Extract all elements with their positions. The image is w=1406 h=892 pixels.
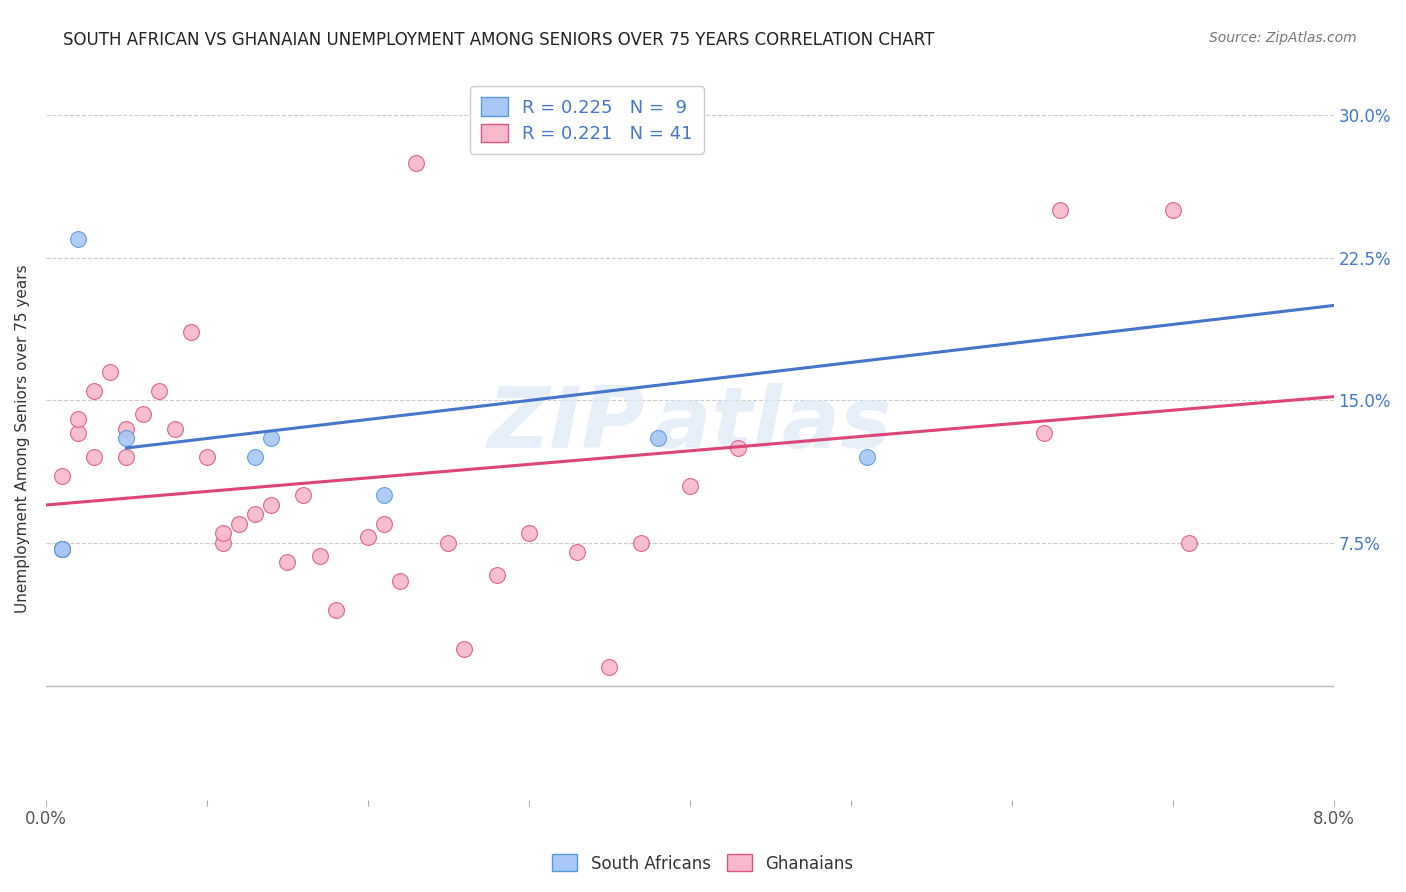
Point	[727, 441, 749, 455]
Point	[195, 450, 218, 465]
Point	[1032, 425, 1054, 440]
Point	[83, 384, 105, 398]
Point	[1049, 203, 1071, 218]
Point	[115, 422, 138, 436]
Point	[373, 488, 395, 502]
Point	[51, 541, 73, 556]
Point	[115, 432, 138, 446]
Point	[647, 432, 669, 446]
Point	[517, 526, 540, 541]
Point	[148, 384, 170, 398]
Y-axis label: Unemployment Among Seniors over 75 years: Unemployment Among Seniors over 75 years	[15, 264, 30, 613]
Point	[98, 365, 121, 379]
Point	[212, 526, 235, 541]
Point	[83, 450, 105, 465]
Point	[485, 568, 508, 582]
Point	[679, 479, 702, 493]
Point	[67, 425, 90, 440]
Point	[565, 545, 588, 559]
Text: Source: ZipAtlas.com: Source: ZipAtlas.com	[1209, 31, 1357, 45]
Point	[308, 549, 330, 564]
Point	[228, 516, 250, 531]
Point	[373, 516, 395, 531]
Point	[245, 508, 267, 522]
Legend: R = 0.225   N =  9, R = 0.221   N = 41: R = 0.225 N = 9, R = 0.221 N = 41	[470, 87, 703, 154]
Text: ZIP atlas: ZIP atlas	[488, 383, 891, 466]
Point	[67, 232, 90, 246]
Legend: South Africans, Ghanaians: South Africans, Ghanaians	[546, 847, 860, 880]
Point	[453, 642, 475, 657]
Point	[260, 432, 283, 446]
Point	[325, 602, 347, 616]
Point	[437, 536, 460, 550]
Point	[51, 541, 73, 556]
Point	[51, 541, 73, 556]
Point	[855, 450, 877, 465]
Point	[163, 422, 186, 436]
Point	[51, 469, 73, 483]
Point	[1161, 203, 1184, 218]
Point	[405, 156, 427, 170]
Point	[260, 498, 283, 512]
Point	[212, 536, 235, 550]
Text: SOUTH AFRICAN VS GHANAIAN UNEMPLOYMENT AMONG SENIORS OVER 75 YEARS CORRELATION C: SOUTH AFRICAN VS GHANAIAN UNEMPLOYMENT A…	[63, 31, 935, 49]
Point	[389, 574, 412, 588]
Point	[630, 536, 652, 550]
Point	[131, 407, 153, 421]
Point	[51, 541, 73, 556]
Point	[598, 659, 620, 673]
Point	[1177, 536, 1199, 550]
Point	[180, 325, 202, 339]
Point	[245, 450, 267, 465]
Point	[292, 488, 315, 502]
Point	[276, 555, 298, 569]
Point	[115, 450, 138, 465]
Point	[357, 530, 380, 544]
Point	[67, 412, 90, 426]
